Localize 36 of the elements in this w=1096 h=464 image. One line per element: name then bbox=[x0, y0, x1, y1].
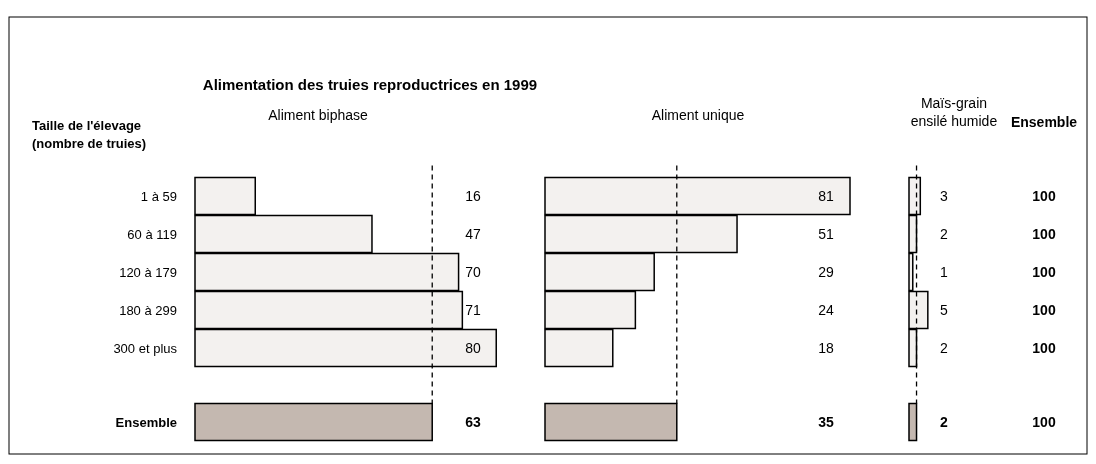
y-tick-label: 60 à 119 bbox=[127, 227, 177, 242]
data-label: 2 bbox=[940, 340, 949, 356]
y-tick-label: 180 à 299 bbox=[119, 303, 177, 318]
text: 100 bbox=[1032, 264, 1056, 280]
data-label: 80 bbox=[465, 340, 481, 356]
y-tick-label: 120 à 179 bbox=[119, 265, 177, 280]
data-label: 2 bbox=[940, 226, 949, 242]
data-label: 47 bbox=[465, 226, 481, 242]
text: 100 bbox=[1032, 340, 1056, 356]
y-tick-label: 300 et plus bbox=[113, 341, 178, 356]
data-label: 2 bbox=[940, 414, 949, 430]
data-label: 24 bbox=[818, 302, 834, 318]
data-label: 51 bbox=[818, 226, 834, 242]
data-label: 18 bbox=[818, 340, 834, 356]
text: 100 bbox=[1032, 302, 1056, 318]
chart-title: Maïs-grain ensilé humide bbox=[910, 95, 998, 129]
data-label: 16 bbox=[465, 188, 481, 204]
data-label: 63 bbox=[465, 414, 481, 430]
chart-title: Alimentation des truies reproductrices en 1999 bbox=[202, 76, 538, 93]
text: 100 bbox=[1032, 188, 1056, 204]
text: 100 bbox=[1032, 414, 1056, 430]
data-label: 81 bbox=[818, 188, 834, 204]
data-label: 5 bbox=[940, 302, 949, 318]
data-label: 70 bbox=[465, 264, 481, 280]
text: 100 bbox=[1032, 226, 1056, 242]
data-label: 71 bbox=[465, 302, 481, 318]
text: Ensemble bbox=[1010, 114, 1078, 130]
y-tick-label: 1 à 59 bbox=[140, 189, 177, 204]
y-axis-title: Taille de l'élevage (nombre de truies) bbox=[32, 118, 147, 151]
chart-subtitle: Aliment biphase bbox=[268, 107, 369, 123]
data-label: 3 bbox=[940, 188, 949, 204]
chart-title: Aliment unique bbox=[651, 107, 745, 123]
data-label: 29 bbox=[818, 264, 834, 280]
y-tick-label: Ensemble bbox=[115, 415, 177, 430]
data-label: 1 bbox=[940, 264, 949, 280]
data-label: 35 bbox=[818, 414, 834, 430]
